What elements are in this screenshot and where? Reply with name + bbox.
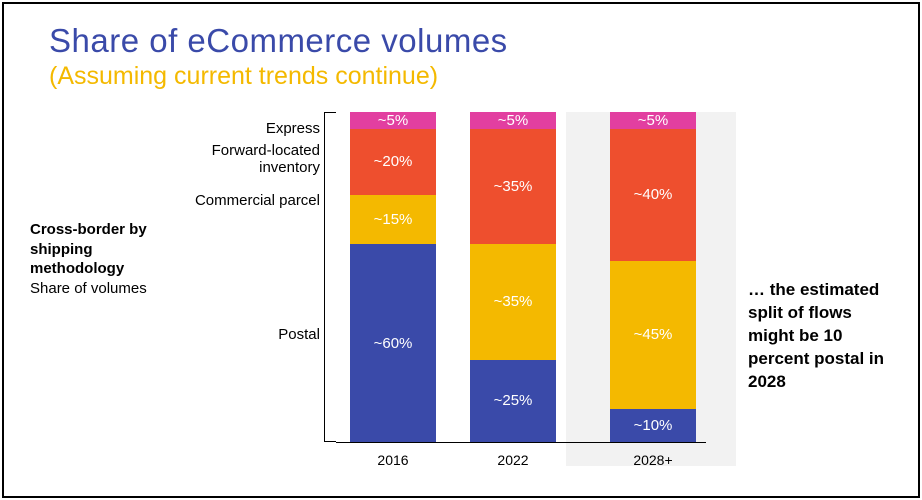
x-axis-label: 2016	[350, 452, 436, 468]
bar-segment-forward: ~35%	[470, 129, 556, 245]
category-label: Commercial parcel	[195, 192, 320, 209]
slide-subtitle: (Assuming current trends continue)	[49, 62, 438, 91]
bar-segment-forward: ~20%	[350, 129, 436, 195]
label-line: methodology	[30, 260, 124, 277]
annotation-text: … the estimated split of flows might be …	[748, 279, 898, 394]
stacked-bar-chart: ~60%~15%~20%~5%2016 ~25%~35%~35%~5%2022 ~1…	[336, 112, 706, 443]
bar-segment-commercial: ~15%	[350, 195, 436, 245]
category-bracket	[324, 112, 336, 442]
label-line: Share of volumes	[30, 280, 147, 297]
bar-segment-express: ~5%	[610, 112, 696, 129]
bar-segment-forward: ~40%	[610, 129, 696, 261]
category-label: Express	[266, 120, 320, 137]
x-axis-label: 2028+	[610, 452, 696, 468]
category-label: Postal	[278, 326, 320, 343]
bar-segment-commercial: ~45%	[610, 261, 696, 410]
bar-segment-commercial: ~35%	[470, 244, 556, 360]
slide-title: Share of eCommerce volumes	[49, 22, 508, 60]
category-label: Forward-located inventory	[190, 142, 320, 177]
bar-segment-express: ~5%	[350, 112, 436, 129]
bar-segment-postal: ~60%	[350, 244, 436, 442]
bar-segment-postal: ~10%	[610, 409, 696, 442]
x-axis-label: 2022	[470, 452, 556, 468]
y-axis-description: Cross-border by shipping methodology Sha…	[30, 220, 180, 298]
bar: ~25%~35%~35%~5%2022	[470, 112, 556, 442]
bar: ~10%~45%~40%~5%2028+	[610, 112, 696, 442]
slide-frame: Share of eCommerce volumes (Assuming cur…	[2, 2, 920, 498]
label-line: shipping	[30, 241, 93, 258]
label-line: Cross-border by	[30, 221, 147, 238]
bar-segment-express: ~5%	[470, 112, 556, 129]
bar-segment-postal: ~25%	[470, 360, 556, 443]
bar: ~60%~15%~20%~5%2016	[350, 112, 436, 442]
